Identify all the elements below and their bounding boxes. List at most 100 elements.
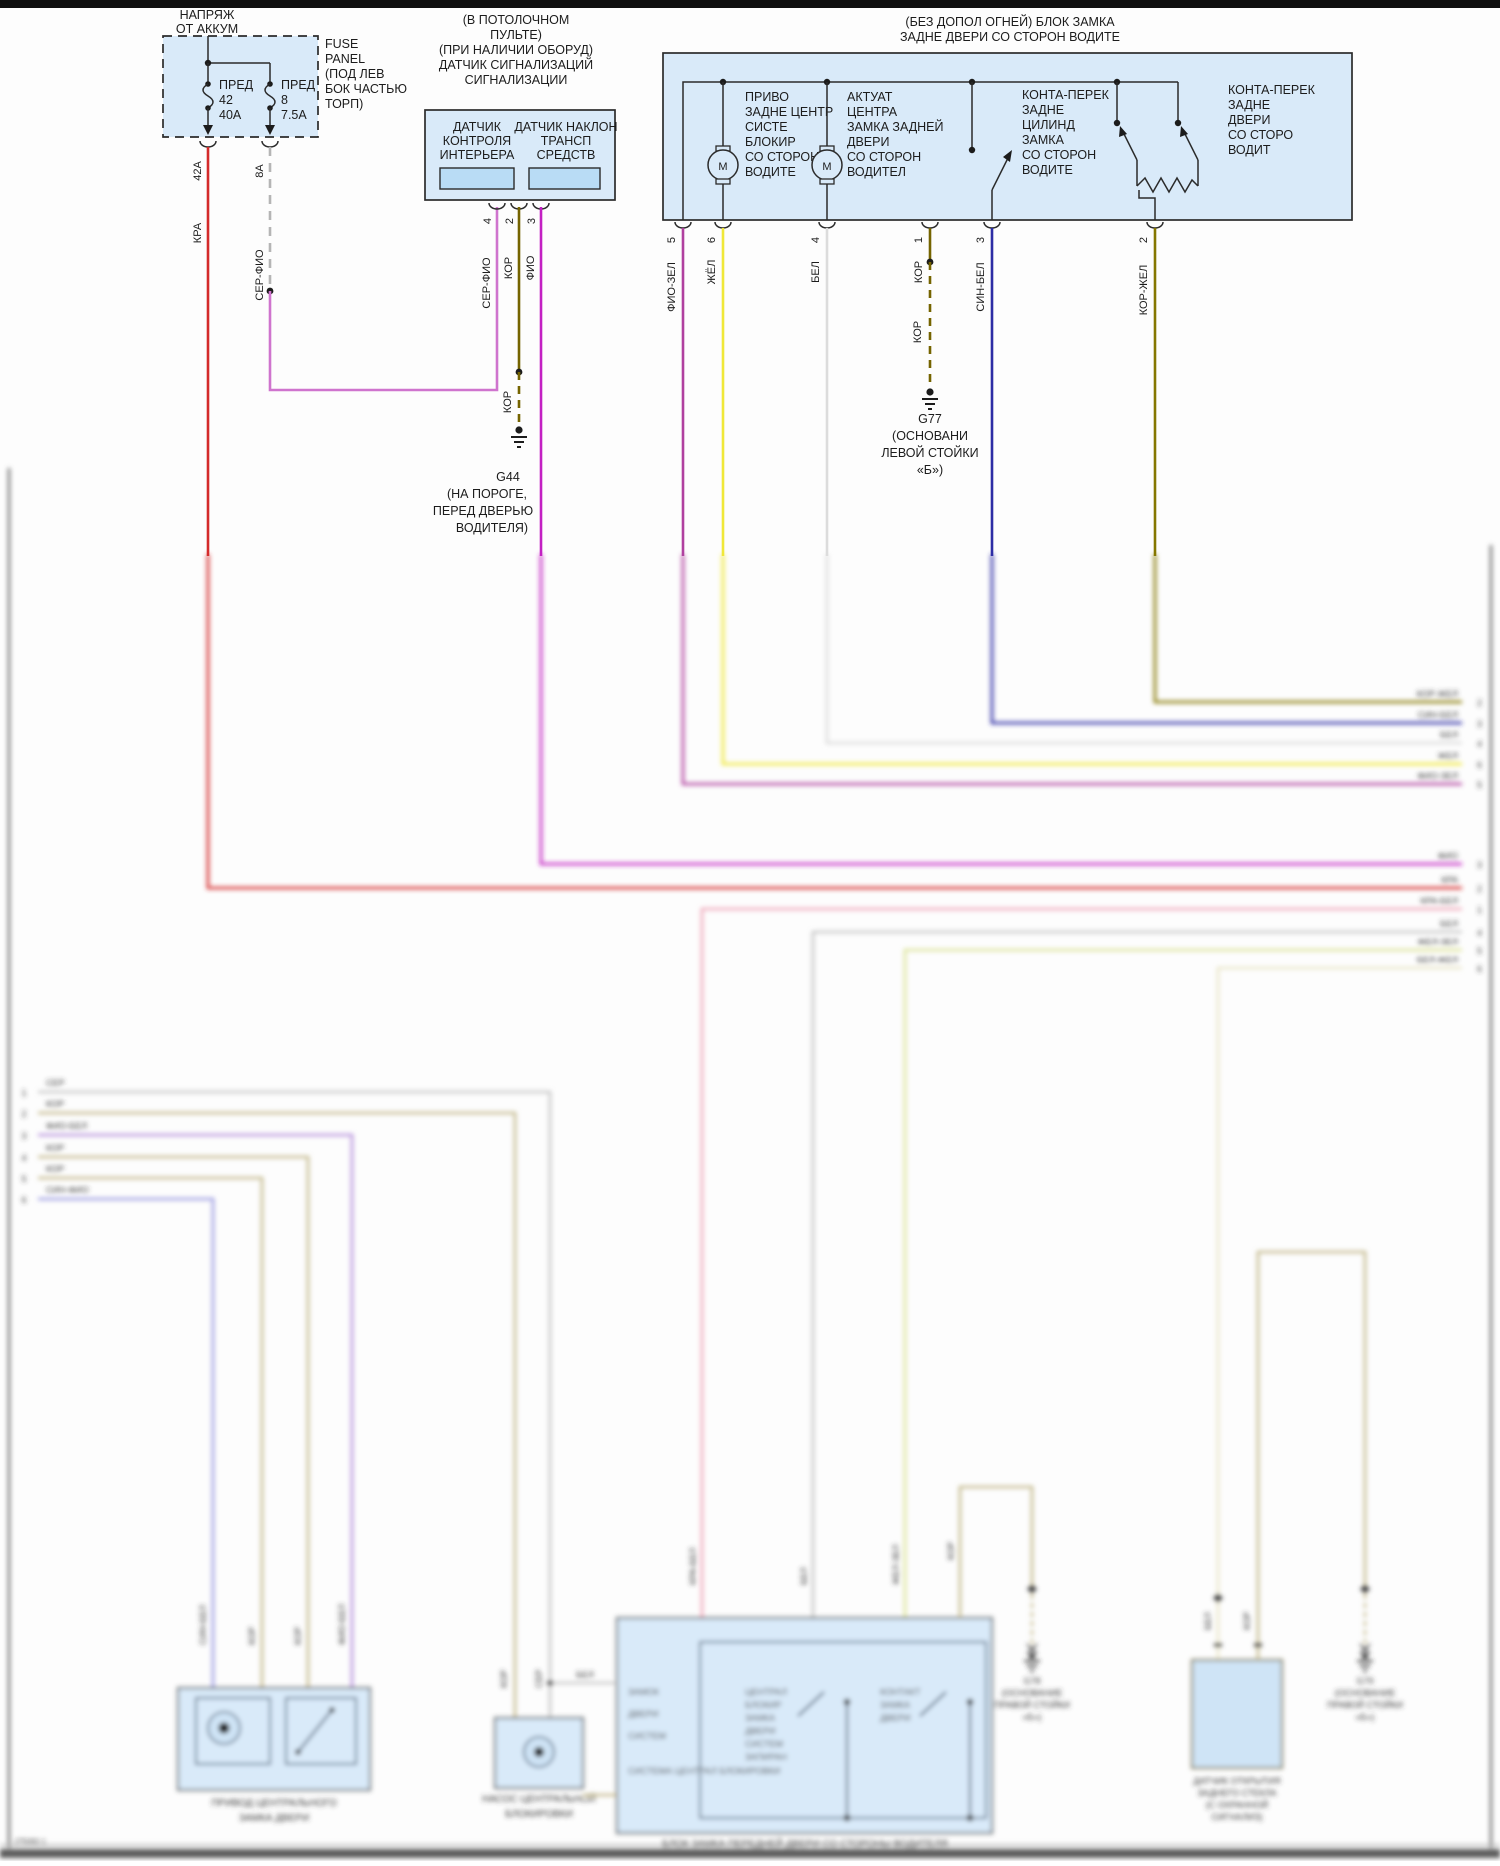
pin-number: 5 <box>666 237 678 243</box>
wire-label: КОР <box>46 1143 64 1153</box>
wire-label: КОР <box>1242 1612 1252 1630</box>
svg-text:(НА ПОРОГЕ,: (НА ПОРОГЕ, <box>447 487 527 501</box>
fuse-1-label: ПРЕД <box>219 78 254 92</box>
wire-fio-zel-run <box>681 554 1462 786</box>
component-label: НАСОС ЦЕНТРАЛЬНОЙ <box>482 1792 596 1805</box>
fuse-panel-title: ОТ АККУМ <box>176 22 238 36</box>
svg-text:ВОДИТЕЛ: ВОДИТЕЛ <box>847 165 906 179</box>
wire-amps-label: 42A <box>192 161 204 181</box>
module-header: (БЕЗ ДОПОЛ ОГНЕЙ) БЛОК ЗАМКА <box>905 14 1115 29</box>
module-text: ДВЕРИ <box>880 1713 911 1723</box>
alarm-sensor-module: (В ПОТОЛОЧНОМ ПУЛЬТЕ) (ПРИ НАЛИЧИИ ОБОРУ… <box>424 13 618 309</box>
wire-label: БЕЛ <box>1440 730 1458 740</box>
wire-label: СЕР <box>46 1078 65 1088</box>
wire-label: КОР <box>247 1627 257 1645</box>
pin-number: 6 <box>21 1195 26 1205</box>
wire-color-label: КРА <box>192 222 204 243</box>
pin-number: 2 <box>1477 884 1482 894</box>
svg-text:БЛОКИР: БЛОКИР <box>745 135 796 149</box>
module-text: ЗАМКА <box>880 1700 910 1710</box>
sensor-block <box>439 167 515 190</box>
wire-label: КОР <box>46 1099 64 1109</box>
pin-number: 5 <box>21 1174 26 1184</box>
svg-text:«Б»): «Б») <box>917 463 943 477</box>
svg-text:PANEL: PANEL <box>325 52 365 66</box>
wire-label: БЕЛ <box>1203 1612 1213 1630</box>
wire-label: КРА <box>1441 875 1458 885</box>
top-scan-bar <box>0 0 1500 8</box>
blurred-lower-section: 1T5082-1 КОР-ЖЕЛ СИН-БЕЛ БЕЛ ЖЕЛ ФИО-ЗЕЛ… <box>0 468 1500 1858</box>
wire-label: КОР <box>499 1670 509 1688</box>
module-text: СИСТЕМ <box>628 1731 666 1741</box>
pin-number: 4 <box>1477 928 1482 938</box>
wire-zhel-zel-run <box>903 948 1462 1618</box>
pin-number: 6 <box>706 237 718 243</box>
page-border-bottom <box>0 1849 1500 1858</box>
svg-text:7.5A: 7.5A <box>281 108 307 122</box>
svg-text:ТРАНСП: ТРАНСП <box>541 134 592 148</box>
wire-label: СИН-ФИО <box>46 1185 89 1195</box>
svg-text:ВОДИТ: ВОДИТ <box>1228 143 1271 157</box>
svg-text:8: 8 <box>281 93 288 107</box>
component-rear-sensor: БЕЛ КОР ДАТЧИК ОТКРЫТИЯ ЗАДНЕГО СТЕКЛА (… <box>1190 1250 1367 1822</box>
wire-label: ФИО-ЗЕЛ <box>1417 771 1458 781</box>
wire-color-label: ФИО <box>525 255 537 280</box>
wire-color-label: ЖЁЛ <box>706 260 718 285</box>
svg-text:СО СТОРОН: СО СТОРОН <box>1022 148 1096 162</box>
svg-text:ПЕРЕД ДВЕРЬЮ: ПЕРЕД ДВЕРЬЮ <box>433 504 534 518</box>
wire-label: КОР <box>293 1627 303 1645</box>
ground-b: G79 (ОСНОВАНИЕ ПРАВОЙ СТОЙКИ «Б») <box>1327 1584 1403 1722</box>
wire-zhel-run <box>721 554 1462 766</box>
fuse-2-label: ПРЕД <box>281 78 316 92</box>
wire-label: ЖЕЛ-ЗЕЛ <box>891 1544 901 1585</box>
fuse-symbol <box>264 81 276 135</box>
svg-text:ЦЕНТРА: ЦЕНТРА <box>847 105 898 119</box>
module-text: ДВЕРИ <box>745 1726 776 1736</box>
tilt-sensor-label: ДАТЧИК НАКЛОН <box>514 120 617 134</box>
resistor-symbol <box>1136 176 1199 194</box>
pin-number: 4 <box>1477 739 1482 749</box>
wire-bel-zhel-run <box>1216 966 1462 1660</box>
switch1-label: КОНТА-ПЕРЕК <box>1022 88 1110 102</box>
pin-number: 3 <box>1477 719 1482 729</box>
module-text: ДВЕРИ <box>628 1709 659 1719</box>
component-label: ЗАМКА ДВЕРИ <box>239 1813 309 1824</box>
wire-color-label: КОР <box>503 257 515 279</box>
module-text: ЗАМОК <box>628 1687 660 1697</box>
lock-module-box <box>662 52 1353 221</box>
wire-label: ФИО-БЕЛ <box>337 1604 347 1645</box>
motor2-label: АКТУАТ <box>847 90 893 104</box>
wire-left-3 <box>38 1133 354 1688</box>
pin-number: 1 <box>21 1088 26 1098</box>
switch2-label: КОНТА-ПЕРЕК <box>1228 83 1316 97</box>
wire-fio-run <box>539 554 1462 866</box>
ground-g77-symbol <box>922 388 938 410</box>
svg-text:(ПРИ НАЛИЧИИ ОБОРУД): (ПРИ НАЛИЧИИ ОБОРУД) <box>439 43 593 57</box>
component-label: ПРИВОД ЦЕНТРАЛЬНОГО <box>211 1798 337 1809</box>
module-text: КОНТАКТ <box>880 1687 921 1697</box>
module-text: ЗАПИРАН <box>745 1752 787 1762</box>
ground-icon <box>1357 1660 1373 1672</box>
switch-arm <box>297 1709 333 1753</box>
svg-text:ЗАДНЕ ДВЕРИ СО СТОРОН ВОДИТЕ: ЗАДНЕ ДВЕРИ СО СТОРОН ВОДИТЕ <box>900 30 1120 44</box>
lock-motor: M <box>707 82 739 220</box>
module-text: ЗАМКА <box>745 1713 775 1723</box>
pin-number: 5 <box>1477 946 1482 956</box>
door-ajar-switch <box>1113 82 1199 220</box>
wire-label: БЕЛ <box>799 1567 809 1585</box>
pin-number: 1 <box>1477 905 1482 915</box>
wire-amps-label: 8A <box>254 164 266 178</box>
pin-number: 3 <box>21 1131 26 1141</box>
wire-bel-run <box>825 554 1462 745</box>
connector-arc <box>983 221 1001 229</box>
motor1-label: ПРИВО <box>745 90 789 104</box>
svg-text:M: M <box>718 161 727 173</box>
wire-kor-zhel-run <box>1153 554 1462 704</box>
svg-text:ЦИЛИНД: ЦИЛИНД <box>1022 118 1075 132</box>
wire-label: ФИО-БЕЛ <box>46 1121 87 1131</box>
switch-arm <box>919 1691 947 1717</box>
wire-label: СИН-БЕЛ <box>1418 710 1458 720</box>
component-label: СИГНАЛИЗ) <box>1211 1812 1262 1822</box>
svg-text:«Б»): «Б») <box>1023 1712 1042 1722</box>
